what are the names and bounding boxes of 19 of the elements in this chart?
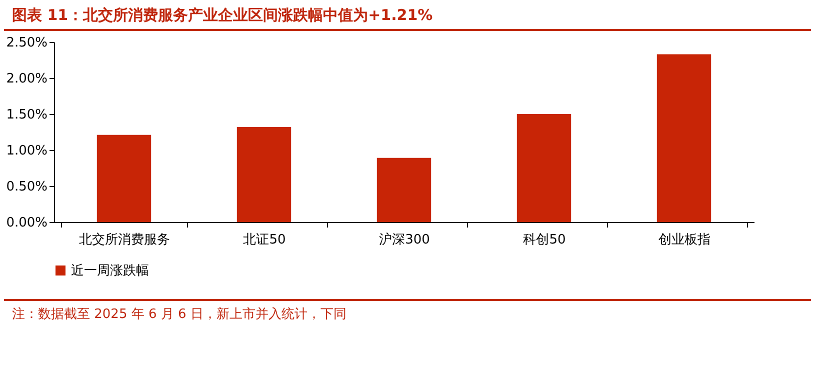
bar [96,134,152,222]
text: 注：数据截至 2025 年 6 月 6 日，新上市并入统计，下同 [4,299,811,327]
x-tick-label: 北证50 [243,232,286,248]
y-tick-label: 0.00% [6,216,48,230]
bar [236,126,292,222]
y-tick-label: 1.00% [6,144,48,158]
x-tick-label: 北交所消费服务 [79,232,170,248]
y-tick-label: 1.50% [6,108,48,122]
x-tick-label: 科创50 [523,232,566,248]
bar [516,114,572,222]
legend-label: 近一周涨跌幅 [71,264,149,278]
x-tick-label: 沪深300 [379,232,430,248]
y-tick-label: 2.00% [6,72,48,86]
y-tick-label: 0.50% [6,180,48,194]
x-tick-label: 创业板指 [658,232,710,248]
bar [656,54,712,222]
chart-title: 图表 11：北交所消费服务产业企业区间涨跌幅中值为+1.21% [4,0,811,31]
y-tick-label: 2.50% [6,36,48,50]
bar [376,158,432,222]
